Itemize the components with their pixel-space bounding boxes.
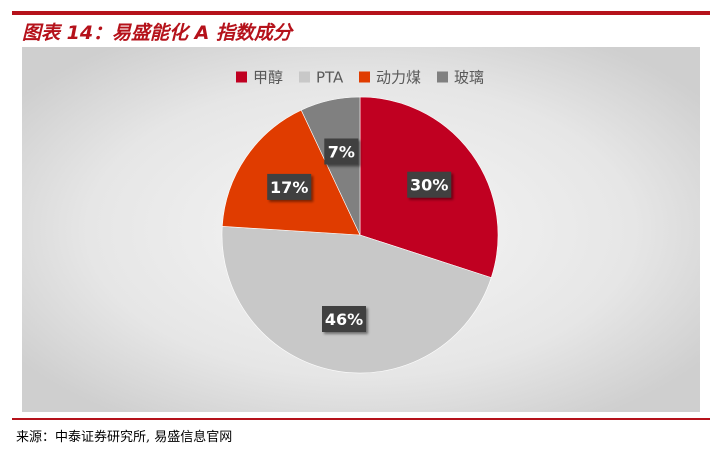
data-label-box-slice-1	[407, 171, 452, 198]
data-label-box-slice-3	[267, 173, 312, 200]
data-label-slice-3: 17%	[270, 178, 308, 197]
figure-title: 图表 14：易盛能化 A 指数成分	[22, 22, 292, 44]
legend-label-slice-1: 甲醇	[253, 69, 283, 87]
source-note: 来源：中泰证券研究所, 易盛信息官网	[16, 430, 233, 445]
data-label-box-slice-2	[322, 306, 366, 332]
data-label-box-slice-4	[324, 138, 359, 165]
legend-swatch-slice-1	[236, 71, 247, 83]
legend-swatch-slice-4	[437, 71, 448, 83]
data-label-slice-2: 46%	[325, 310, 363, 329]
pie-slice-4	[300, 96, 361, 236]
data-label-slice-4: 7%	[328, 143, 355, 162]
source-rule	[12, 418, 710, 420]
legend-swatch-slice-3	[359, 71, 370, 83]
legend: 甲醇 PTA 动力煤 玻璃	[236, 69, 484, 87]
title-top-rule	[12, 11, 710, 15]
pie-slice-2	[221, 226, 492, 374]
pie-slice-3	[221, 109, 361, 236]
data-label-slice-1: 30%	[410, 176, 448, 195]
pie-chart-panel: 甲醇 PTA 动力煤 玻璃 30% 46% 17% 7%	[22, 47, 700, 412]
data-labels: 30% 46% 17% 7%	[267, 138, 452, 332]
legend-label-slice-4: 玻璃	[454, 69, 484, 87]
legend-label-slice-2: PTA	[316, 69, 344, 87]
pie-chart: 甲醇 PTA 动力煤 玻璃 30% 46% 17% 7%	[22, 47, 700, 412]
legend-swatch-slice-2	[299, 71, 310, 83]
legend-label-slice-3: 动力煤	[376, 69, 421, 87]
